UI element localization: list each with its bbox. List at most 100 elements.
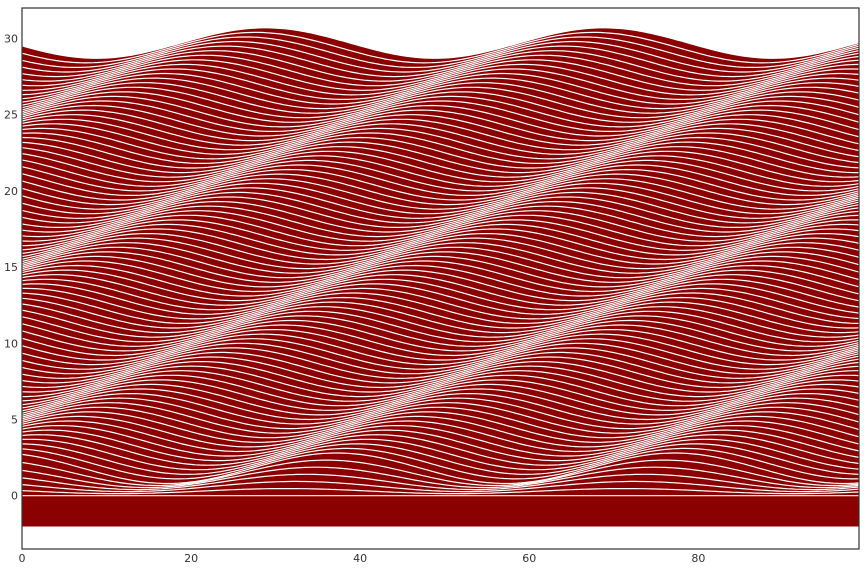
curve-line [22, 283, 859, 315]
curve-line [22, 214, 859, 247]
curve-line [22, 260, 859, 293]
curve-line [22, 443, 859, 475]
curve-line [22, 365, 859, 398]
curve-line [22, 488, 859, 495]
curve-line [22, 429, 859, 462]
curve-line [22, 425, 859, 457]
curve-line [22, 333, 859, 366]
curve-line [22, 356, 859, 389]
curve-line [22, 77, 859, 110]
curve-line [22, 104, 859, 137]
curve-line [22, 82, 859, 114]
curve-line [22, 127, 859, 160]
x-tick-label: 0 [19, 552, 26, 565]
curve-line [22, 210, 859, 242]
plot-frame [21, 7, 860, 550]
y-tick-label: 30 [4, 32, 18, 45]
curve-line [22, 50, 859, 82]
curve-line [22, 100, 859, 132]
curve-line [22, 159, 859, 192]
curve-line [22, 415, 859, 448]
curve-fill [22, 495, 859, 527]
curve-line [22, 54, 859, 87]
curve-line [22, 72, 859, 105]
curve-line [22, 447, 859, 480]
curve-line [22, 466, 859, 489]
curve-line [22, 228, 859, 261]
curve-line [22, 329, 859, 361]
x-tick-label: 40 [353, 552, 367, 565]
curve-line [22, 319, 859, 352]
curve-line [22, 173, 859, 206]
curve-line [22, 68, 859, 100]
curve-line [22, 187, 859, 219]
x-axis: 0 20 40 60 80 [19, 552, 706, 565]
curve-line [22, 246, 859, 279]
curve-line [22, 45, 859, 78]
curve-line [22, 274, 859, 306]
x-tick-label: 60 [522, 552, 536, 565]
curve-line [22, 155, 859, 187]
curve-line [22, 324, 859, 357]
curve-line [22, 420, 859, 453]
curve-line [22, 182, 859, 215]
y-tick-label: 5 [11, 413, 18, 426]
curve-line [22, 393, 859, 425]
curve-line [22, 278, 859, 311]
curve-line [22, 374, 859, 407]
curve-line [22, 370, 859, 402]
curve-line [22, 251, 859, 283]
curve-line [22, 264, 859, 297]
curve-line [22, 150, 859, 183]
curve-line [22, 287, 859, 320]
y-tick-label: 0 [11, 490, 18, 503]
curve-line [22, 205, 859, 238]
curve-line [22, 136, 859, 169]
y-tick-label: 20 [4, 185, 18, 198]
x-tick-label: 20 [184, 552, 198, 565]
curve-line [22, 301, 859, 334]
curve-line [22, 347, 859, 379]
curve-line [22, 91, 859, 123]
y-tick-label: 25 [4, 109, 18, 122]
curve-line [22, 118, 859, 151]
curve-line [22, 255, 859, 288]
curve-line [22, 397, 859, 430]
curve-line [22, 296, 859, 329]
y-tick-label: 10 [4, 337, 18, 350]
curve-line [22, 402, 859, 434]
curve-line [22, 306, 859, 338]
curve-line [22, 242, 859, 274]
curve-line [22, 233, 859, 265]
curve-line [22, 434, 859, 466]
curve-line [22, 411, 859, 443]
curve-line [22, 342, 859, 375]
curve-line [22, 40, 859, 73]
x-tick-label: 80 [691, 552, 705, 565]
curve-line [22, 473, 859, 491]
curve-line [22, 146, 859, 178]
y-tick-label: 15 [4, 261, 18, 274]
curve-line [22, 383, 859, 416]
curve-line [22, 178, 859, 210]
curve-line [22, 338, 859, 370]
curve-line [22, 27, 859, 59]
curve-line [22, 36, 859, 68]
curve-line [22, 141, 859, 174]
curve-line [22, 196, 859, 228]
curve-line [22, 379, 859, 411]
curve-line [22, 63, 859, 96]
curve-line [22, 219, 859, 251]
curve-line [22, 351, 859, 384]
curve-line [22, 480, 859, 493]
curve-line [22, 114, 859, 146]
curve-line [22, 86, 859, 119]
curve-line [22, 31, 859, 64]
curve-line [22, 315, 859, 347]
curve-line [22, 95, 859, 128]
curve-layer [22, 27, 859, 527]
curve-line [22, 223, 859, 256]
curve-line [22, 109, 859, 142]
curve-line [22, 292, 859, 324]
